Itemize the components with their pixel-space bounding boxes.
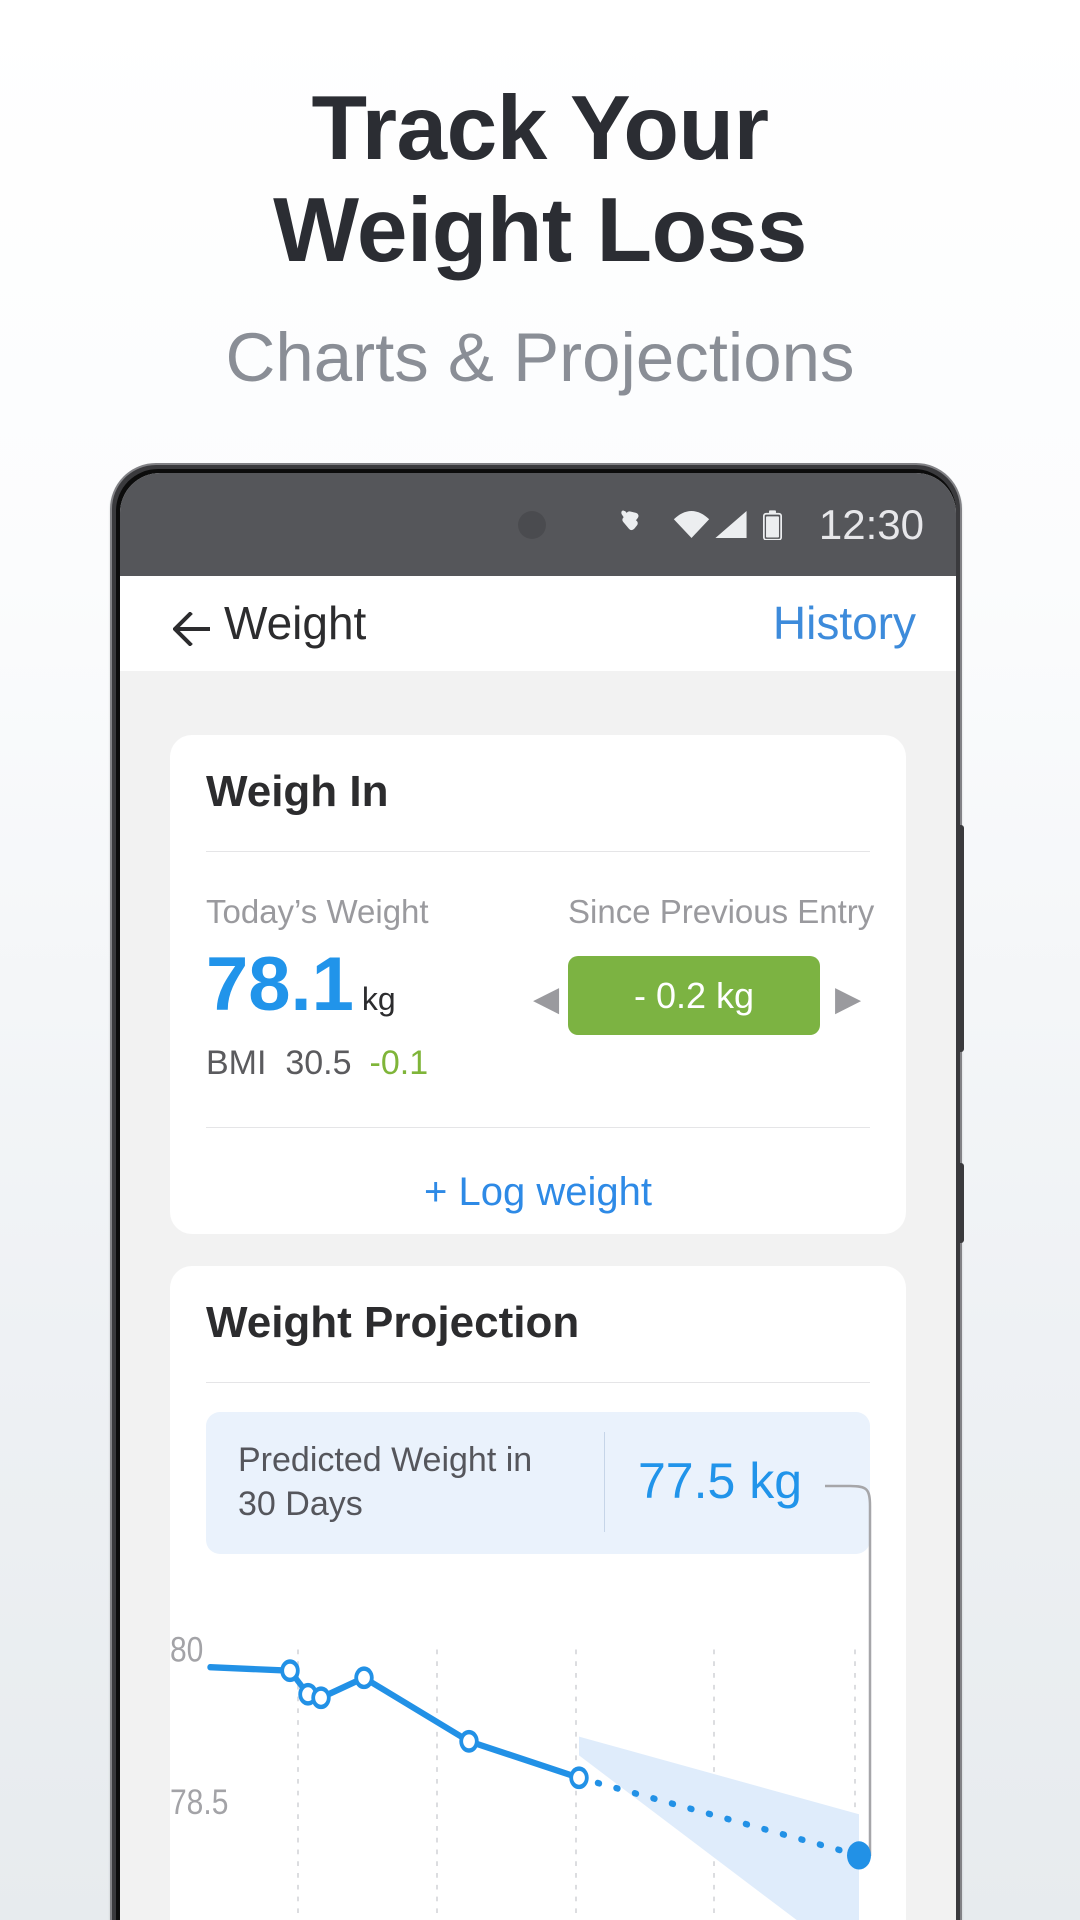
svg-text:78.5: 78.5 [170, 1782, 228, 1822]
svg-text:80: 80 [170, 1629, 203, 1669]
